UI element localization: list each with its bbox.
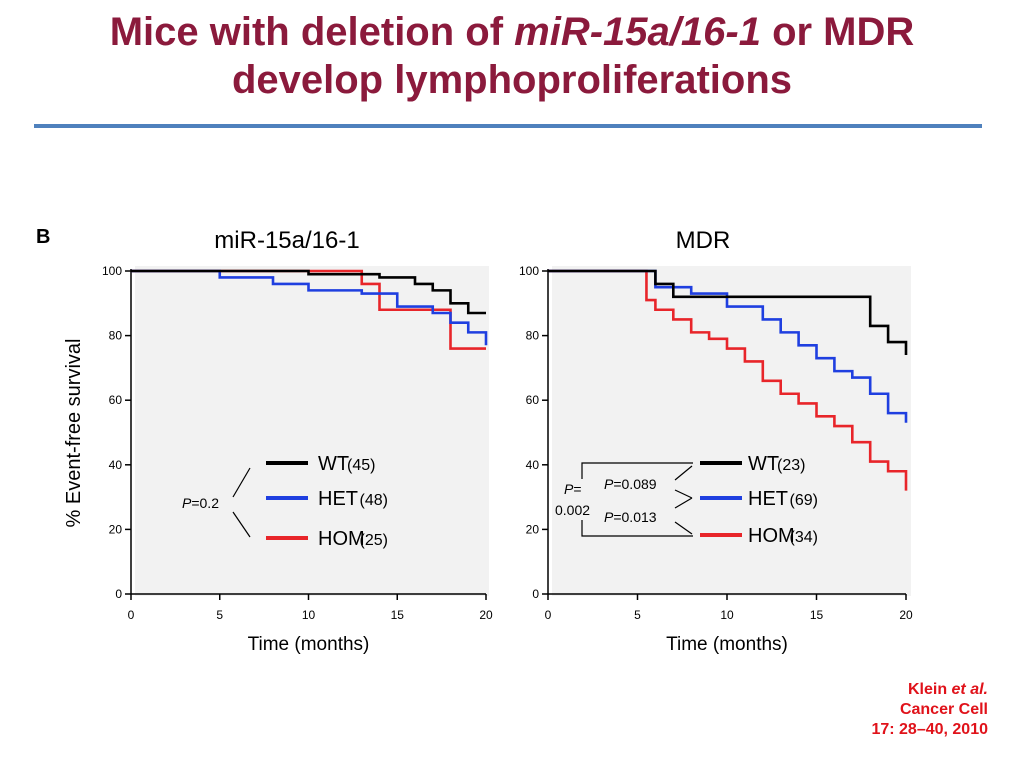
y-tick-label: 40 (109, 458, 123, 472)
bracket-c (674, 497, 693, 509)
y-tick-label: 0 (115, 587, 122, 601)
legend-count-het: (48) (360, 492, 388, 509)
title-text-1: Mice with deletion of (109, 10, 515, 54)
x-axis-label: Time (months) (666, 634, 788, 655)
x-tick-label: 15 (810, 608, 824, 622)
p-bracket-upper (232, 467, 251, 498)
series-line-hom (548, 269, 908, 491)
citation-volume: 17: 28–40, 2010 (871, 721, 988, 738)
legend-label-het: HET (748, 488, 788, 510)
series-line-het (131, 269, 488, 346)
p-value-symbol: P (182, 495, 192, 511)
p-value-symbol: P (604, 476, 614, 492)
y-tick-label: 100 (519, 264, 539, 278)
chart-title: MDR (676, 227, 731, 254)
citation-etal: et al. (951, 681, 988, 698)
legend-count-wt: (45) (347, 457, 375, 474)
x-tick-label: 10 (720, 608, 734, 622)
slide-title: Mice with deletion of miR-15a/16-1 or MD… (0, 8, 1024, 104)
p-value-symbol: P (604, 509, 614, 525)
y-tick-label: 80 (109, 329, 123, 343)
chart-mir15a: miR-15a/16-1 0 20 40 60 80 100 0 5 10 15 20 Time (mo… (102, 227, 493, 655)
p-value-symbol: P (564, 481, 574, 497)
series-line-het (548, 269, 908, 423)
title-divider (34, 124, 982, 128)
legend-count-het: (69) (790, 492, 818, 509)
series-line-wt (131, 269, 486, 315)
legend-count-hom: (25) (360, 532, 388, 549)
title-gene-name: miR-15a/16-1 (514, 10, 761, 54)
y-tick-label: 20 (109, 522, 123, 536)
x-tick-label: 5 (634, 608, 641, 622)
legend-count-hom: (34) (790, 529, 818, 546)
citation: Klein et al. Cancer Cell 17: 28–40, 2010 (871, 680, 988, 740)
citation-author: Klein (907, 681, 952, 698)
legend-label-wt: WT (318, 453, 349, 475)
chart-mdr: MDR 0 20 40 60 80 100 0 5 10 15 20 Time (months) WT(2… (519, 227, 913, 655)
plot-area (135, 266, 489, 596)
legend-label-het: HET (318, 488, 358, 510)
p-value-text: = (573, 481, 581, 497)
panel-label: B (36, 226, 50, 248)
series-line-wt (548, 269, 908, 355)
y-tick-label: 60 (109, 393, 123, 407)
p-value-wt-het: P=0.089 (604, 476, 657, 492)
y-axis-label: % Event-free survival (63, 339, 85, 528)
p-value-text: =0.2 (191, 495, 219, 511)
plot-area (552, 266, 911, 596)
x-tick-label: 0 (128, 608, 135, 622)
p-value-wt-hom: P= (564, 481, 582, 497)
bracket-outer-bottom (581, 520, 693, 537)
y-tick-label: 60 (526, 393, 540, 407)
x-tick-label: 10 (302, 608, 316, 622)
legend-label-hom: HOM (748, 525, 795, 547)
legend-label-wt: WT (748, 453, 779, 475)
x-tick-label: 20 (479, 608, 493, 622)
y-tick-label: 100 (102, 264, 122, 278)
p-value-text: =0.089 (613, 476, 656, 492)
bracket-a (674, 465, 693, 481)
y-tick-label: 0 (532, 587, 539, 601)
bracket-outer-top (581, 462, 693, 479)
y-tick-label: 20 (526, 522, 540, 536)
x-tick-label: 20 (899, 608, 913, 622)
x-tick-label: 5 (216, 608, 223, 622)
x-axis-label: Time (months) (248, 634, 370, 655)
bracket-d (674, 521, 693, 535)
citation-journal: Cancer Cell (899, 701, 988, 718)
title-line-2: develop lymphoproliferations (231, 58, 793, 102)
y-tick-label: 40 (526, 458, 540, 472)
p-value-wt-hom-number: 0.002 (555, 502, 590, 518)
p-value: P=0.2 (182, 495, 219, 511)
chart-title: miR-15a/16-1 (214, 227, 359, 254)
bracket-b (674, 489, 693, 499)
legend-label-hom: HOM (318, 528, 365, 550)
legend-count-wt: (23) (777, 457, 805, 474)
p-bracket-lower (232, 511, 251, 538)
p-value-text: =0.013 (613, 509, 656, 525)
p-value-het-hom: P=0.013 (604, 509, 657, 525)
x-tick-label: 0 (545, 608, 552, 622)
y-tick-label: 80 (526, 329, 540, 343)
title-text-2: or MDR (760, 10, 915, 54)
x-tick-label: 15 (391, 608, 405, 622)
